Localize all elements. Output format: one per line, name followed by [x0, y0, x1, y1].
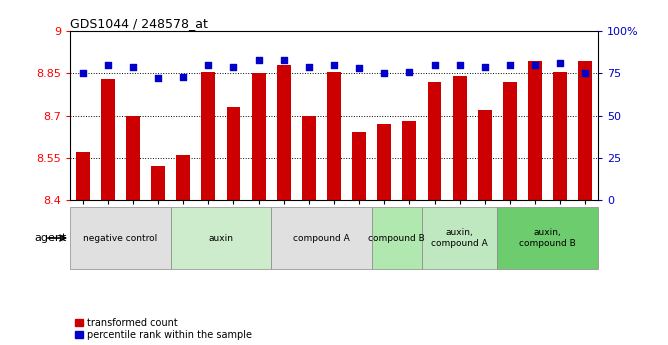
Point [102, 62, 113, 68]
Point [178, 74, 188, 79]
Point [555, 60, 566, 66]
Point [303, 64, 314, 69]
Point [580, 71, 591, 76]
Bar [503, 82, 517, 200]
Bar [327, 72, 341, 200]
Bar [498, 207, 598, 269]
Bar [75, 152, 90, 200]
Point [379, 71, 389, 76]
Point [404, 69, 415, 75]
Point [429, 62, 440, 68]
Bar [422, 207, 498, 269]
Bar [528, 61, 542, 200]
Bar [176, 155, 190, 200]
Point [480, 64, 490, 69]
Text: GDS1044 / 248578_at: GDS1044 / 248578_at [70, 17, 208, 30]
Bar [226, 107, 240, 200]
Point [530, 62, 540, 68]
Point [504, 62, 515, 68]
Bar [453, 76, 466, 200]
Bar [302, 116, 316, 200]
Legend: transformed count, percentile rank within the sample: transformed count, percentile rank withi… [75, 318, 252, 340]
Text: auxin,
compound B: auxin, compound B [519, 228, 576, 248]
Bar [553, 72, 567, 200]
Bar [371, 207, 422, 269]
Bar [403, 121, 416, 200]
Bar [478, 110, 492, 200]
Bar [578, 61, 593, 200]
Bar [271, 207, 371, 269]
Point [454, 62, 465, 68]
Text: negative control: negative control [84, 234, 158, 243]
Bar [352, 132, 366, 200]
Point [354, 66, 365, 71]
Bar [170, 207, 271, 269]
Point [329, 62, 339, 68]
Text: agent: agent [35, 233, 67, 243]
Point [128, 64, 138, 69]
Text: compound B: compound B [369, 234, 426, 243]
Bar [377, 124, 391, 200]
Text: compound A: compound A [293, 234, 350, 243]
Point [77, 71, 88, 76]
Bar [277, 65, 291, 200]
Bar [151, 166, 165, 200]
Point [279, 57, 289, 62]
Bar [126, 116, 140, 200]
Bar [252, 73, 265, 200]
Point [203, 62, 214, 68]
Bar [101, 79, 115, 200]
Point [153, 76, 164, 81]
Bar [202, 72, 215, 200]
Text: auxin,
compound A: auxin, compound A [432, 228, 488, 248]
Bar [70, 207, 170, 269]
Bar [428, 82, 442, 200]
Point [253, 57, 264, 62]
Text: auxin: auxin [208, 234, 233, 243]
Point [228, 64, 239, 69]
